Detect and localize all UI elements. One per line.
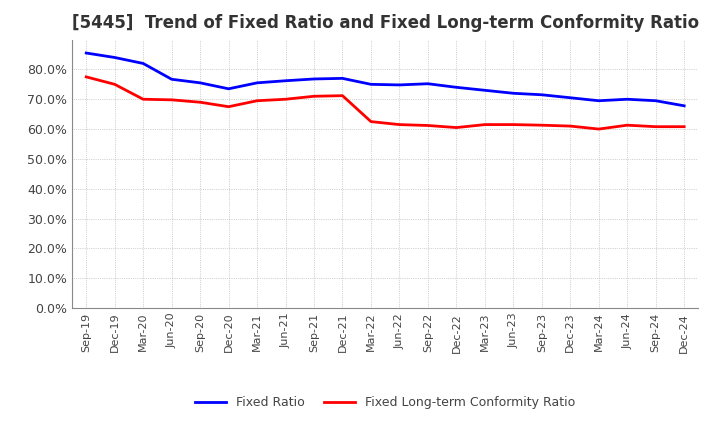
Fixed Ratio [110,55,119,60]
Fixed Ratio [282,78,290,84]
Fixed Long-term Conformity Ratio [253,98,261,103]
Fixed Ratio [366,82,375,87]
Fixed Long-term Conformity Ratio [509,122,518,127]
Fixed Long-term Conformity Ratio [82,74,91,80]
Fixed Ratio [139,61,148,66]
Fixed Long-term Conformity Ratio [282,97,290,102]
Fixed Ratio [566,95,575,100]
Fixed Ratio [167,77,176,82]
Fixed Ratio [595,98,603,103]
Title: [5445]  Trend of Fixed Ratio and Fixed Long-term Conformity Ratio: [5445] Trend of Fixed Ratio and Fixed Lo… [71,15,699,33]
Fixed Long-term Conformity Ratio [566,124,575,129]
Fixed Long-term Conformity Ratio [652,124,660,129]
Fixed Long-term Conformity Ratio [423,123,432,128]
Legend: Fixed Ratio, Fixed Long-term Conformity Ratio: Fixed Ratio, Fixed Long-term Conformity … [190,392,580,414]
Fixed Long-term Conformity Ratio [139,97,148,102]
Fixed Ratio [253,80,261,85]
Fixed Long-term Conformity Ratio [480,122,489,127]
Fixed Ratio [395,82,404,88]
Fixed Long-term Conformity Ratio [225,104,233,109]
Fixed Ratio [225,86,233,92]
Fixed Long-term Conformity Ratio [595,126,603,132]
Fixed Ratio [509,91,518,96]
Fixed Long-term Conformity Ratio [110,82,119,87]
Fixed Long-term Conformity Ratio [366,119,375,124]
Fixed Ratio [652,98,660,103]
Fixed Ratio [82,50,91,55]
Line: Fixed Long-term Conformity Ratio: Fixed Long-term Conformity Ratio [86,77,684,129]
Fixed Long-term Conformity Ratio [452,125,461,130]
Fixed Long-term Conformity Ratio [196,99,204,105]
Fixed Ratio [452,84,461,90]
Fixed Long-term Conformity Ratio [680,124,688,129]
Line: Fixed Ratio: Fixed Ratio [86,53,684,106]
Fixed Ratio [537,92,546,97]
Fixed Ratio [680,103,688,108]
Fixed Long-term Conformity Ratio [623,123,631,128]
Fixed Long-term Conformity Ratio [167,97,176,103]
Fixed Ratio [338,76,347,81]
Fixed Ratio [196,80,204,85]
Fixed Long-term Conformity Ratio [537,123,546,128]
Fixed Long-term Conformity Ratio [338,93,347,98]
Fixed Ratio [623,97,631,102]
Fixed Long-term Conformity Ratio [310,94,318,99]
Fixed Ratio [480,88,489,93]
Fixed Ratio [310,76,318,81]
Fixed Long-term Conformity Ratio [395,122,404,127]
Fixed Ratio [423,81,432,86]
